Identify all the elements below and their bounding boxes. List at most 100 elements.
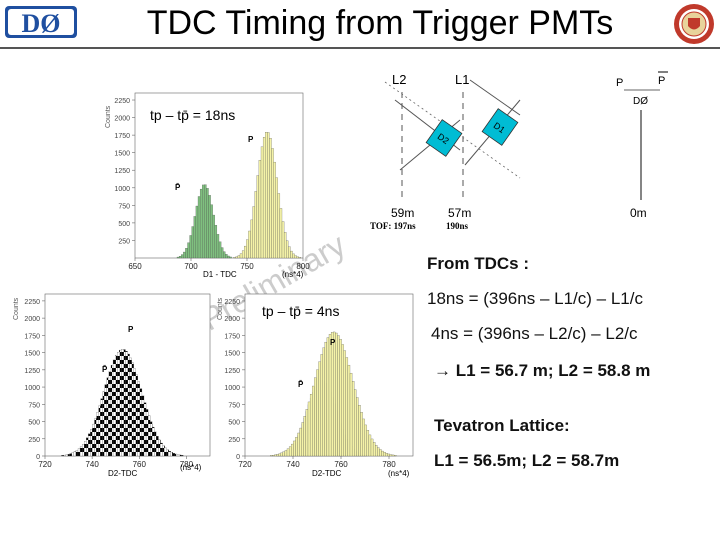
histogram-bar — [362, 418, 365, 457]
histogram-bar — [333, 331, 336, 457]
histogram-bar — [316, 369, 319, 457]
histogram-bar — [61, 455, 64, 457]
histogram-bar — [90, 429, 93, 457]
x-axis-unit: (ns*4) — [282, 270, 304, 279]
histogram-bar — [104, 384, 107, 457]
histogram-bar — [277, 193, 281, 259]
histogram-bar — [225, 254, 228, 259]
histogram-bar — [227, 255, 230, 259]
histogram-bar — [320, 354, 323, 457]
y-tick-label: 1500 — [224, 351, 240, 358]
histogram-bar — [291, 443, 294, 457]
histogram-bar — [137, 381, 140, 457]
histogram-bar — [131, 362, 134, 457]
histogram-bar — [381, 450, 384, 457]
x-tick-label: 780 — [180, 460, 194, 469]
histogram-bar — [75, 450, 79, 457]
label-pbar: P — [658, 75, 665, 87]
histogram-bar — [339, 339, 342, 457]
histogram-bar — [141, 395, 145, 457]
lattice-heading: Tevatron Lattice: — [434, 416, 570, 435]
histogram-bar — [135, 374, 138, 457]
histogram-bar — [123, 349, 126, 457]
y-tick-label: 750 — [118, 203, 130, 210]
histogram-bar — [197, 196, 201, 259]
histogram-bar — [389, 454, 393, 457]
histogram-bar — [290, 250, 293, 259]
histogram-bar — [191, 226, 194, 259]
x-tick-label: 720 — [238, 460, 252, 469]
label-l1: L1 — [455, 72, 469, 87]
histogram-bar — [65, 454, 68, 457]
label-p: P — [616, 77, 623, 89]
histogram-bar — [296, 256, 299, 259]
histogram-bar — [204, 184, 207, 259]
y-tick-label: 750 — [28, 402, 40, 409]
histogram-bar — [178, 256, 182, 259]
histogram-bar — [276, 454, 279, 457]
histogram-bar — [273, 161, 276, 259]
histogram-bar — [330, 332, 334, 457]
histogram-bar — [115, 355, 118, 457]
histogram-d2-tdc-right: 0 250 500 750 1000 1250 1500 1750 2000 2250 720 74… — [217, 293, 414, 478]
x-tick-label: 800 — [296, 262, 310, 271]
histogram-bar — [218, 241, 222, 259]
histogram-bar — [301, 422, 304, 457]
x-tick-label: 740 — [286, 460, 300, 469]
histogram-bar — [152, 426, 155, 457]
histogram-bar — [292, 253, 295, 259]
histogram-bar — [303, 416, 307, 457]
y-tick-label: 500 — [118, 221, 130, 228]
x-tick-label: 700 — [184, 262, 198, 271]
distance-l1: 57m — [448, 206, 471, 220]
histogram-bar — [96, 412, 99, 457]
x-axis-label: D2-TDC — [108, 469, 138, 478]
histogram-bar — [283, 232, 287, 259]
histogram-bar — [206, 188, 209, 259]
histogram-bar — [79, 446, 83, 457]
histogram-bar — [181, 254, 184, 259]
x-tick-label: 760 — [133, 460, 147, 469]
detector-timing-diagram: D2 D1 L2 L1 P P DØ 59m 57m 0m TOF: 197ns… — [370, 71, 668, 231]
histogram-bar — [185, 248, 188, 259]
y-axis-label: Counts — [105, 105, 112, 128]
histogram-bar — [160, 442, 163, 457]
x-tick-label: 740 — [85, 460, 99, 469]
histogram-bar — [220, 247, 224, 259]
histogram-bar — [202, 184, 205, 259]
histogram-bar — [63, 454, 66, 457]
histogram-bar — [335, 332, 338, 457]
histogram-bar — [337, 335, 340, 457]
label-l2: L2 — [392, 72, 406, 87]
y-tick-label: 2000 — [224, 316, 240, 323]
title-divider — [0, 47, 720, 49]
histogram-bar — [312, 385, 315, 457]
histogram-bar — [241, 250, 245, 259]
histogram-bar — [351, 381, 355, 457]
histogram-bar — [385, 453, 388, 457]
histogram-bar — [297, 432, 300, 457]
histogram-bar — [112, 359, 116, 457]
y-axis-label: Counts — [217, 297, 224, 320]
histogram-bar — [164, 447, 167, 457]
histogram-bar — [154, 431, 157, 457]
histogram-bar — [286, 448, 290, 457]
pbar-peak-label: P̄ — [102, 365, 108, 374]
histogram-bar — [326, 337, 330, 457]
histogram-bar — [358, 405, 361, 457]
svg-text:DØ: DØ — [22, 9, 61, 38]
histogram-bar — [158, 439, 161, 457]
histogram-bar — [356, 397, 359, 457]
histogram-bar — [282, 451, 286, 457]
histogram-bar — [377, 447, 380, 457]
y-tick-label: 1250 — [224, 368, 240, 375]
histogram-bar — [252, 206, 255, 259]
histogram-bar — [187, 242, 190, 259]
histogram-bar — [102, 391, 105, 457]
histogram-bar — [349, 372, 353, 457]
histogram-bar — [88, 433, 91, 457]
histogram-bar — [86, 437, 89, 457]
y-tick-label: 1500 — [24, 351, 40, 358]
histogram-bar — [178, 454, 182, 457]
histogram-bar — [265, 132, 268, 259]
